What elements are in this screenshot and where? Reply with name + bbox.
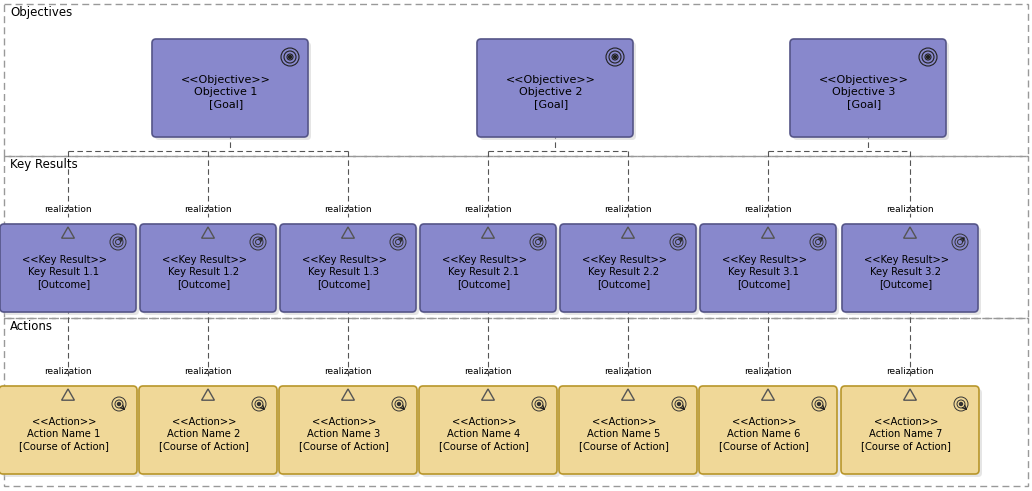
Text: Objectives: Objectives — [10, 6, 72, 19]
Text: realization: realization — [604, 205, 652, 214]
Text: <<Objective>>
Objective 2
[Goal]: <<Objective>> Objective 2 [Goal] — [506, 76, 595, 109]
FancyBboxPatch shape — [419, 386, 557, 474]
Text: <<Objective>>
Objective 3
[Goal]: <<Objective>> Objective 3 [Goal] — [819, 76, 909, 109]
FancyBboxPatch shape — [477, 39, 633, 137]
Circle shape — [289, 55, 291, 58]
FancyBboxPatch shape — [480, 42, 636, 140]
Text: Key Results: Key Results — [10, 158, 77, 171]
FancyBboxPatch shape — [3, 227, 139, 315]
FancyBboxPatch shape — [0, 224, 136, 312]
FancyBboxPatch shape — [140, 224, 276, 312]
Text: <<Action>>
Action Name 2
[Course of Action]: <<Action>> Action Name 2 [Course of Acti… — [159, 417, 249, 451]
Circle shape — [538, 403, 541, 406]
FancyBboxPatch shape — [702, 389, 840, 477]
Text: realization: realization — [886, 367, 934, 376]
Text: <<Objective>>
Objective 1
[Goal]: <<Objective>> Objective 1 [Goal] — [181, 76, 271, 109]
Circle shape — [258, 403, 260, 406]
Text: <<Action>>
Action Name 7
[Course of Action]: <<Action>> Action Name 7 [Course of Acti… — [861, 417, 950, 451]
Text: realization: realization — [184, 205, 232, 214]
FancyBboxPatch shape — [420, 224, 556, 312]
FancyBboxPatch shape — [283, 227, 419, 315]
Circle shape — [118, 403, 121, 406]
FancyBboxPatch shape — [280, 224, 416, 312]
Text: <<Key Result>>
Key Result 3.1
[Outcome]: <<Key Result>> Key Result 3.1 [Outcome] — [721, 255, 806, 289]
Text: Actions: Actions — [10, 320, 53, 333]
Text: realization: realization — [324, 367, 372, 376]
FancyBboxPatch shape — [841, 386, 979, 474]
FancyBboxPatch shape — [139, 386, 277, 474]
FancyBboxPatch shape — [155, 42, 311, 140]
FancyBboxPatch shape — [793, 42, 949, 140]
Text: <<Action>>
Action Name 4
[Course of Action]: <<Action>> Action Name 4 [Course of Acti… — [439, 417, 529, 451]
Text: realization: realization — [44, 367, 92, 376]
FancyBboxPatch shape — [703, 227, 839, 315]
FancyBboxPatch shape — [844, 389, 982, 477]
FancyBboxPatch shape — [423, 227, 559, 315]
Text: <<Key Result>>
Key Result 1.3
[Outcome]: <<Key Result>> Key Result 1.3 [Outcome] — [301, 255, 387, 289]
FancyBboxPatch shape — [791, 39, 946, 137]
FancyBboxPatch shape — [559, 386, 697, 474]
FancyBboxPatch shape — [152, 39, 308, 137]
Circle shape — [677, 403, 680, 406]
Text: <<Action>>
Action Name 5
[Course of Action]: <<Action>> Action Name 5 [Course of Acti… — [579, 417, 669, 451]
FancyBboxPatch shape — [0, 386, 137, 474]
Circle shape — [613, 55, 616, 58]
FancyBboxPatch shape — [563, 227, 699, 315]
Text: realization: realization — [886, 205, 934, 214]
FancyBboxPatch shape — [2, 389, 140, 477]
Text: realization: realization — [44, 205, 92, 214]
FancyBboxPatch shape — [422, 389, 560, 477]
FancyBboxPatch shape — [845, 227, 981, 315]
Text: realization: realization — [184, 367, 232, 376]
FancyBboxPatch shape — [699, 386, 837, 474]
Text: <<Action>>
Action Name 1
[Course of Action]: <<Action>> Action Name 1 [Course of Acti… — [19, 417, 109, 451]
Circle shape — [397, 403, 400, 406]
FancyBboxPatch shape — [282, 389, 420, 477]
Circle shape — [817, 403, 820, 406]
FancyBboxPatch shape — [142, 389, 280, 477]
Text: realization: realization — [324, 205, 372, 214]
FancyBboxPatch shape — [562, 389, 700, 477]
Text: realization: realization — [744, 205, 792, 214]
Text: <<Key Result>>
Key Result 3.2
[Outcome]: <<Key Result>> Key Result 3.2 [Outcome] — [864, 255, 948, 289]
Text: realization: realization — [744, 367, 792, 376]
Text: <<Action>>
Action Name 3
[Course of Action]: <<Action>> Action Name 3 [Course of Acti… — [299, 417, 389, 451]
Text: <<Key Result>>
Key Result 1.1
[Outcome]: <<Key Result>> Key Result 1.1 [Outcome] — [22, 255, 106, 289]
Text: <<Action>>
Action Name 6
[Course of Action]: <<Action>> Action Name 6 [Course of Acti… — [719, 417, 809, 451]
Text: <<Key Result>>
Key Result 2.2
[Outcome]: <<Key Result>> Key Result 2.2 [Outcome] — [581, 255, 667, 289]
Circle shape — [960, 403, 963, 406]
FancyBboxPatch shape — [842, 224, 978, 312]
Text: realization: realization — [464, 367, 512, 376]
FancyBboxPatch shape — [700, 224, 836, 312]
Text: <<Key Result>>
Key Result 1.2
[Outcome]: <<Key Result>> Key Result 1.2 [Outcome] — [161, 255, 247, 289]
Circle shape — [927, 55, 930, 58]
Text: realization: realization — [464, 205, 512, 214]
FancyBboxPatch shape — [279, 386, 417, 474]
FancyBboxPatch shape — [560, 224, 696, 312]
FancyBboxPatch shape — [143, 227, 279, 315]
Text: realization: realization — [604, 367, 652, 376]
Text: <<Key Result>>
Key Result 2.1
[Outcome]: <<Key Result>> Key Result 2.1 [Outcome] — [442, 255, 526, 289]
